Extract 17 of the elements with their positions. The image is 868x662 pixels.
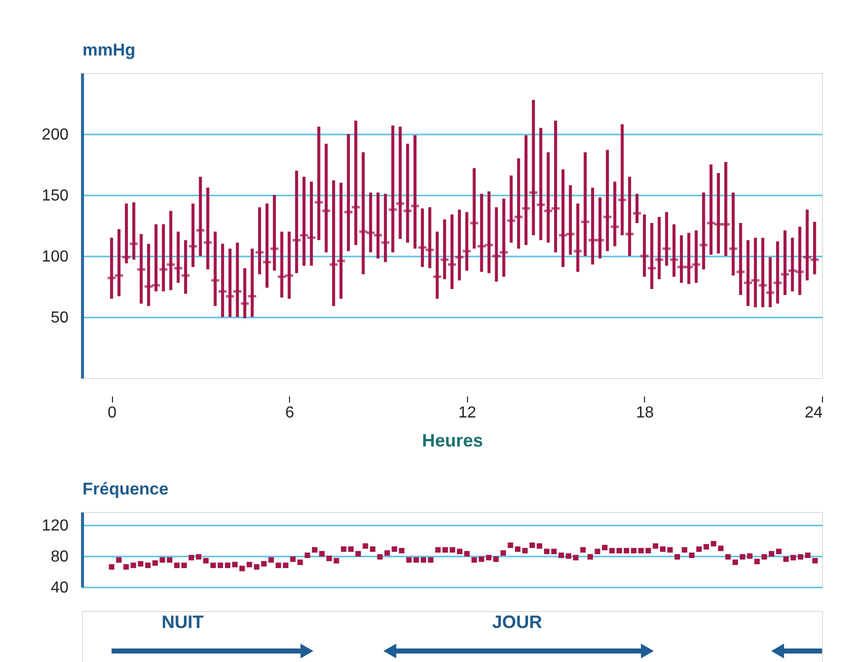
y-tick-label: 80 (50, 548, 69, 566)
x-tick-label: 24 (804, 404, 823, 422)
y-tick-label: 150 (42, 188, 69, 204)
x-tick-label: 12 (458, 404, 476, 422)
y-tick-label: 120 (42, 518, 69, 535)
x-tick-label: 6 (285, 404, 294, 422)
y-tick-label: 100 (42, 248, 69, 266)
x-tick-label: 18 (636, 404, 654, 422)
y-axis-title: mmHg (82, 40, 136, 60)
x-axis-title: Heures (422, 430, 484, 450)
text: JOUR (492, 612, 542, 632)
x-tick-label: 0 (108, 404, 117, 422)
y-axis-title: Fréquence (82, 480, 168, 498)
y-tick-label: 40 (50, 580, 69, 596)
y-tick-label: 50 (50, 310, 69, 326)
text: NUIT (162, 612, 204, 632)
y-tick-label: 200 (42, 126, 69, 144)
